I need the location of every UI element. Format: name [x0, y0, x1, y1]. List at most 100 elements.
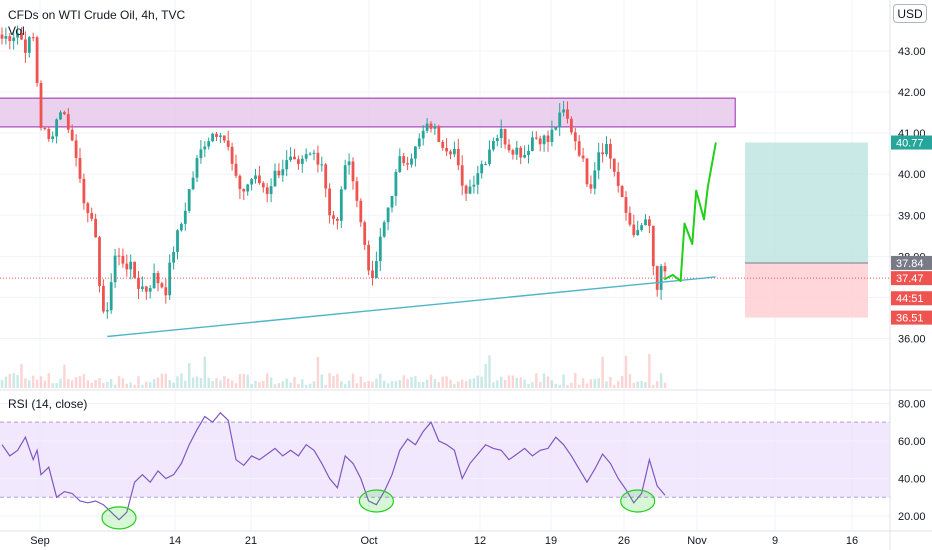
candle-body	[55, 119, 58, 137]
candle-body	[234, 163, 238, 176]
rsi-highlight-circle	[358, 489, 394, 513]
candle-body	[468, 186, 472, 194]
time-tick-label: Oct	[360, 535, 377, 547]
volume-bar	[414, 376, 417, 388]
candle-body	[538, 138, 542, 145]
candle-body	[534, 137, 538, 139]
volume-bar	[472, 378, 476, 388]
candle-body	[453, 148, 456, 155]
volume-bar	[188, 363, 191, 388]
candle-body	[250, 179, 253, 185]
currency-button[interactable]: USD	[893, 4, 927, 23]
volume-bar	[581, 378, 585, 388]
candle-body	[66, 114, 70, 130]
drawing-zones[interactable]	[0, 97, 868, 318]
candle-body	[82, 178, 86, 204]
volume-bar	[383, 380, 386, 388]
rsi-line	[1, 411, 666, 521]
volume-bar	[289, 382, 292, 388]
volume-bar	[94, 379, 97, 388]
candle-body	[597, 152, 601, 171]
candle-body	[382, 222, 386, 237]
volume-bar	[266, 373, 269, 388]
candle-body	[339, 189, 343, 221]
volume-bar	[363, 382, 366, 388]
volume-bar	[562, 374, 565, 388]
volume-bar	[293, 377, 296, 388]
candle-body	[585, 158, 589, 185]
candle-body	[644, 219, 647, 226]
candle-body	[90, 213, 94, 219]
volume-bar	[636, 381, 639, 388]
candle-body	[254, 175, 257, 180]
candle-body	[35, 37, 39, 83]
volume-bar	[453, 384, 456, 388]
candle-body	[570, 118, 573, 133]
rsi-tick-label: 60.00	[898, 436, 926, 448]
time-tick-label: Sep	[30, 535, 50, 547]
candle-body	[74, 140, 78, 158]
candle-body	[542, 135, 546, 145]
volume-bar	[531, 382, 534, 388]
candle-body	[109, 282, 113, 311]
candles	[0, 25, 667, 319]
volume-bar	[269, 377, 273, 388]
candle-body	[359, 200, 363, 223]
candle-body	[421, 130, 425, 139]
volume-bar	[145, 381, 148, 388]
volume-bar	[215, 378, 218, 388]
volume-bar	[558, 384, 561, 388]
chart-title: CFDs on WTI Crude Oil, 4h, TVC	[8, 8, 186, 22]
price-axis-badge	[891, 135, 932, 150]
volume-bar	[129, 382, 132, 388]
candle-body	[616, 171, 620, 186]
volume-bar	[152, 379, 156, 388]
volume-bar	[476, 375, 479, 388]
volume-bar	[191, 377, 195, 388]
time-tick-label: 9	[772, 535, 778, 547]
candle-body	[609, 143, 612, 159]
candle-body	[164, 287, 168, 296]
candle-body	[148, 288, 152, 292]
volume-bar	[574, 373, 577, 388]
candle-body	[117, 255, 121, 257]
volume-bar	[67, 378, 70, 388]
price-axis-badge-label: 37.84	[896, 258, 924, 270]
volume-bar	[82, 374, 86, 388]
candle-body	[445, 147, 448, 152]
volume-bar	[503, 380, 507, 388]
volume-bar	[336, 374, 339, 388]
volume-bar	[141, 384, 144, 388]
candle-body	[144, 286, 148, 292]
volume-bar	[496, 380, 499, 388]
candle-body	[226, 140, 230, 147]
price-tick-label: 36.00	[898, 334, 926, 346]
candle-body	[176, 230, 179, 252]
volume-bar	[398, 380, 401, 388]
candle-body	[410, 158, 413, 165]
volume-bar	[35, 379, 39, 388]
volume-bar	[203, 356, 206, 388]
candle-body	[523, 155, 526, 158]
candle-body	[281, 169, 285, 176]
volume-bar	[492, 382, 495, 388]
candle-body	[488, 149, 491, 165]
volume-bar	[546, 376, 550, 388]
volume-bar	[199, 377, 203, 388]
volume-bar	[617, 381, 620, 388]
volume-bar	[308, 383, 312, 388]
candle-body	[211, 133, 214, 142]
volume-bar	[12, 373, 15, 388]
candle-body	[59, 112, 62, 120]
candle-body	[472, 184, 476, 187]
volume-bar	[328, 373, 331, 388]
volume-bar	[347, 380, 351, 388]
candle-body	[648, 219, 651, 226]
candle-body	[367, 244, 370, 271]
drawing-overlays[interactable]	[0, 142, 890, 338]
volume-bar	[297, 383, 300, 388]
volume-bar	[422, 381, 425, 388]
volume-bar	[8, 374, 11, 388]
